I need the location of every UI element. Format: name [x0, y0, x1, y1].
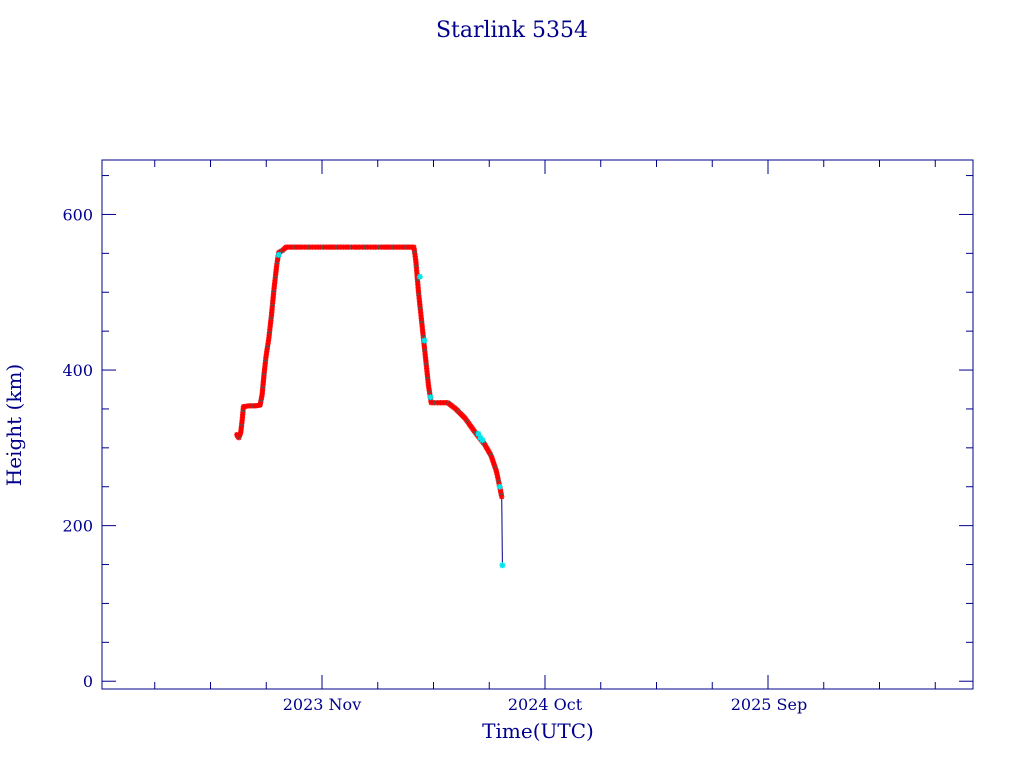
highlight-point	[421, 337, 428, 344]
plot-frame	[101, 159, 974, 690]
y-tick-label: 400	[62, 361, 93, 380]
grid-ticks	[102, 160, 973, 689]
y-axis-label: Height (km)	[2, 364, 26, 486]
highlight-point	[275, 251, 282, 258]
highlight-point	[427, 394, 434, 401]
y-tick-labels: 0 200 400 600	[62, 205, 93, 691]
y-tick-label: 0	[83, 672, 93, 691]
y-tick-label: 600	[62, 205, 93, 224]
data-point	[499, 494, 505, 500]
y-tick-label: 200	[62, 517, 93, 536]
x-tick-label: 2025 Sep	[731, 695, 807, 714]
highlight-point	[475, 430, 482, 437]
highlight-point	[496, 483, 503, 490]
highlight-point	[479, 437, 486, 444]
x-axis-label: Time(UTC)	[482, 719, 594, 743]
highlight-point	[416, 273, 423, 280]
x-tick-labels: 2023 Nov 2024 Oct 2025 Sep	[283, 695, 807, 714]
chart-title: Starlink 5354	[436, 18, 588, 43]
highlight-point	[499, 562, 506, 569]
reentry-line	[501, 496, 503, 566]
x-tick-label: 2024 Oct	[508, 695, 583, 714]
x-tick-label: 2023 Nov	[283, 695, 361, 714]
data-series	[234, 244, 506, 569]
